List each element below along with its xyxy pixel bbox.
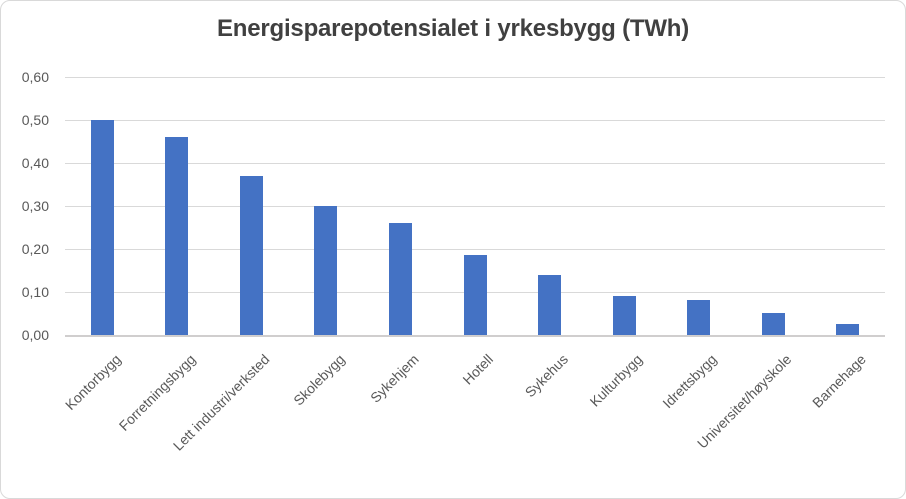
y-tick-label: 0,00 <box>21 327 49 343</box>
y-tick-label: 0,20 <box>21 241 49 257</box>
bar-hotell <box>463 255 487 335</box>
x-category-label: Sykehus <box>521 351 571 401</box>
gridline <box>65 120 885 121</box>
bar-cell <box>438 77 513 335</box>
x-category-label: Sykehjem <box>367 351 422 406</box>
bar-lett-industri-verksted <box>239 175 263 335</box>
bar-kulturbygg <box>612 296 636 335</box>
bar-cell <box>587 77 662 335</box>
bar-cell <box>65 77 140 335</box>
y-tick-label: 0,10 <box>21 284 49 300</box>
bar-cell <box>214 77 289 335</box>
bar-sykehus <box>538 274 562 335</box>
bar-cell <box>661 77 736 335</box>
x-category-label: Hotell <box>459 351 497 388</box>
gridline <box>65 206 885 207</box>
y-tick-label: 0,30 <box>21 198 49 214</box>
bar-forretningsbygg <box>165 137 189 335</box>
bar-cell <box>810 77 885 335</box>
chart-title: Energisparepotensialet i yrkesbygg (TWh) <box>216 15 690 42</box>
bar-cell <box>512 77 587 335</box>
x-category-label: Kontorbygg <box>61 351 124 413</box>
x-category-label: Forretningsbygg <box>115 351 199 434</box>
bar-barnehage <box>836 323 860 335</box>
x-category-label: Kulturbygg <box>586 351 646 410</box>
x-axis-labels: Kontorbygg Forretningsbygg Lett industri/v… <box>61 341 885 496</box>
x-category-label: Skolebygg <box>289 351 348 409</box>
bar-skolebygg <box>314 206 338 335</box>
bar-idrettsbygg <box>687 299 711 335</box>
y-tick-label: 0,50 <box>21 112 49 128</box>
bar-universitet-høyskole <box>761 312 785 335</box>
bar-sykehjem <box>388 223 412 335</box>
gridline <box>65 249 885 251</box>
x-category-label: Idrettsbygg <box>659 351 720 412</box>
bars-layer <box>65 77 885 335</box>
bar-cell <box>736 77 811 335</box>
y-tick-label: 0,40 <box>21 155 49 171</box>
bar-cell <box>363 77 438 335</box>
bar-cell <box>289 77 364 335</box>
plot-area <box>65 77 885 337</box>
y-tick-label: 0,60 <box>21 69 49 85</box>
gridline <box>65 77 885 78</box>
bar-kontorbygg <box>90 120 114 335</box>
gridline <box>65 163 885 165</box>
bar-cell <box>140 77 215 335</box>
x-category-label: Barnehage <box>809 351 870 411</box>
y-axis-labels: 0,00 0,10 0,20 0,30 0,40 0,50 0,60 <box>1 69 57 343</box>
